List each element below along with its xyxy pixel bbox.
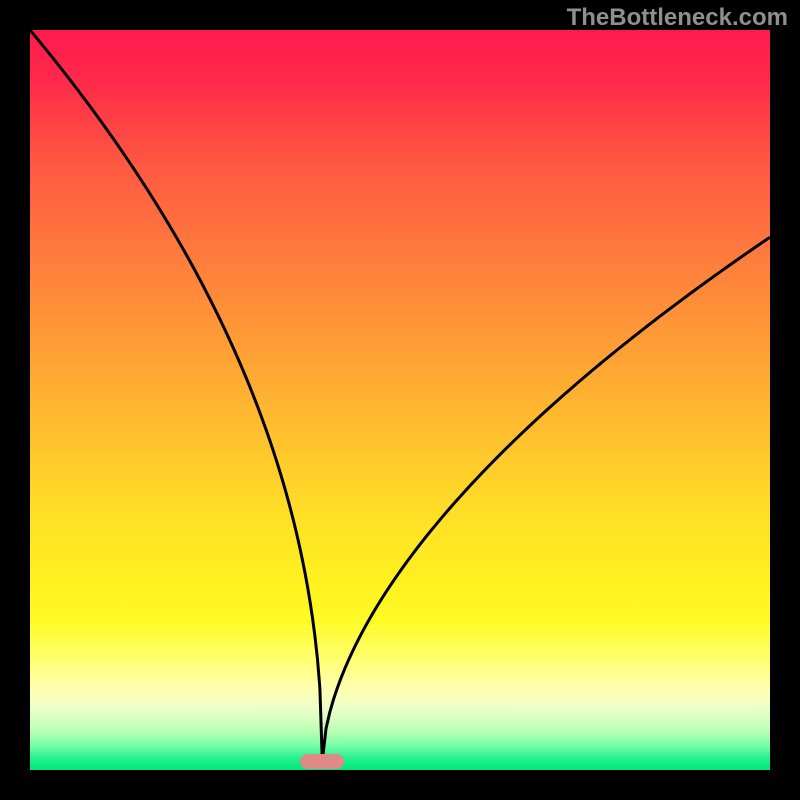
bottom-marker [300,754,344,769]
curve-svg [30,30,770,770]
chart-container: TheBottleneck.com [0,0,800,800]
curve-path [30,30,770,761]
plot-area [30,30,770,770]
watermark-text: TheBottleneck.com [567,4,788,32]
